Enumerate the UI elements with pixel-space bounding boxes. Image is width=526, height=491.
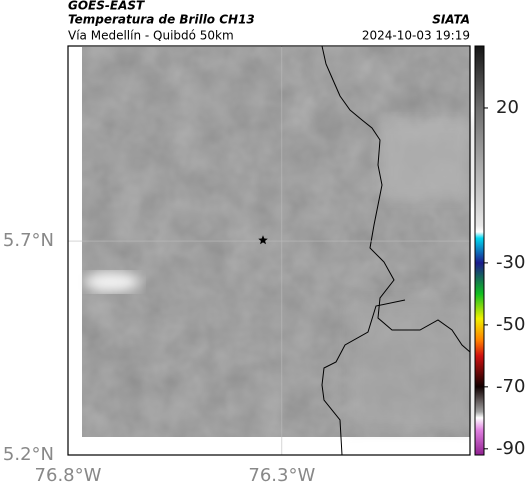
- title: GOES-EAST: [68, 0, 145, 13]
- location: Vía Medellín - Quibdó 50km: [68, 29, 234, 43]
- map-frame: [67, 45, 471, 456]
- colorbar-tick-label: -30: [496, 252, 525, 273]
- imagery: [82, 47, 470, 437]
- y-tick-label: 5.2°N: [3, 444, 54, 465]
- source: SIATA: [432, 13, 470, 27]
- datetime: 2024-10-03 19:19: [362, 29, 470, 43]
- colorbar: [474, 45, 485, 456]
- colorbar-tick-label: 20: [496, 97, 519, 118]
- border: [321, 45, 471, 456]
- x-tick-label: 76.8°W: [35, 465, 102, 486]
- site-marker: [258, 235, 268, 245]
- subtitle: Temperatura de Brillo CH13: [68, 13, 255, 27]
- colorbar-tick-label: -90: [496, 438, 525, 459]
- colorbar-tick-label: -50: [496, 314, 525, 335]
- colorbar-tick-label: -70: [496, 376, 525, 397]
- x-tick-label: 76.3°W: [248, 465, 315, 486]
- y-tick-label: 5.7°N: [3, 230, 54, 251]
